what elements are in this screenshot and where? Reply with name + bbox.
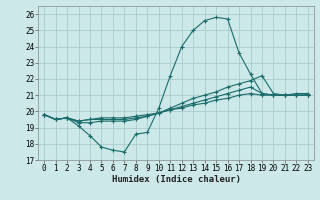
X-axis label: Humidex (Indice chaleur): Humidex (Indice chaleur) [111,175,241,184]
